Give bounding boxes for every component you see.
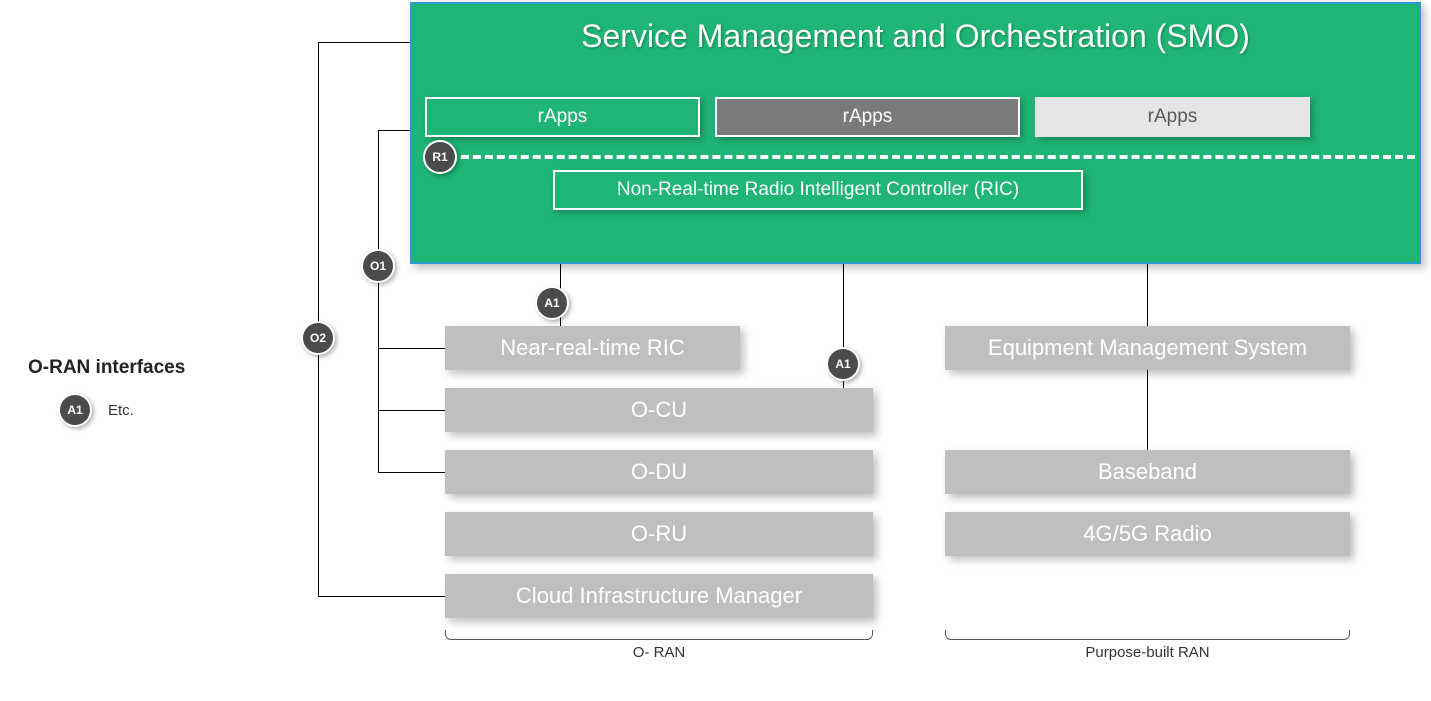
fn-o-cu: O-CU xyxy=(445,388,873,432)
fn-o-du: O-DU xyxy=(445,450,873,494)
line-o1-vertical xyxy=(378,130,379,472)
badge-label: A1 xyxy=(835,357,850,371)
badge-a1-left: A1 xyxy=(535,286,569,320)
fn-4g5g-radio: 4G/5G Radio xyxy=(945,512,1350,556)
fn-label: Equipment Management System xyxy=(988,335,1307,361)
badge-r1: R1 xyxy=(423,140,457,174)
fn-label: Baseband xyxy=(1098,459,1197,485)
line-o1-top xyxy=(378,130,410,131)
fn-label: O-RU xyxy=(631,521,687,547)
rapps-box-3: rApps xyxy=(1035,97,1310,137)
badge-label: O2 xyxy=(310,331,326,345)
line-o1-h1 xyxy=(378,348,445,349)
bracket-purpose-label: Purpose-built RAN xyxy=(945,644,1350,661)
line-ems-down xyxy=(1147,370,1148,450)
diagram-canvas: Service Management and Orchestration (SM… xyxy=(0,0,1431,701)
nonrt-ric-label: Non-Real-time Radio Intelligent Controll… xyxy=(617,179,1019,201)
fn-o-ru: O-RU xyxy=(445,512,873,556)
rapps-box-1: rApps xyxy=(425,97,700,137)
rapps-box-2: rApps xyxy=(715,97,1020,137)
fn-ems: Equipment Management System xyxy=(945,326,1350,370)
badge-label: A1 xyxy=(544,296,559,310)
legend-title: O-RAN interfaces xyxy=(28,357,185,379)
nonrt-ric-box: Non-Real-time Radio Intelligent Controll… xyxy=(553,170,1083,210)
rapps-label: rApps xyxy=(1148,106,1198,128)
badge-label: A1 xyxy=(67,403,82,417)
badge-label: O1 xyxy=(370,259,386,273)
rapps-label: rApps xyxy=(538,106,588,128)
badge-a1-mid: A1 xyxy=(826,347,860,381)
rapps-label: rApps xyxy=(843,106,893,128)
bracket-oran-label: O- RAN xyxy=(445,644,873,661)
line-o1-h3 xyxy=(378,472,445,473)
fn-label: O-DU xyxy=(631,459,687,485)
line-o2-vertical xyxy=(318,42,319,596)
line-o1-h2 xyxy=(378,410,445,411)
bracket-purpose xyxy=(945,630,1350,640)
fn-label: O-CU xyxy=(631,397,687,423)
legend-etc: Etc. xyxy=(108,402,134,419)
fn-cloud-infra-mgr: Cloud Infrastructure Manager xyxy=(445,574,873,618)
line-o2-bottom xyxy=(318,596,445,597)
fn-label: 4G/5G Radio xyxy=(1083,521,1211,547)
line-o2-top xyxy=(318,42,410,43)
badge-label: R1 xyxy=(432,150,447,164)
badge-a1-legend: A1 xyxy=(58,393,92,427)
fn-label: Near-real-time RIC xyxy=(500,335,685,361)
fn-label: Cloud Infrastructure Manager xyxy=(516,583,802,609)
badge-o2: O2 xyxy=(301,321,335,355)
bracket-oran xyxy=(445,630,873,640)
fn-baseband: Baseband xyxy=(945,450,1350,494)
r1-dashed-line xyxy=(425,155,1415,159)
smo-title: Service Management and Orchestration (SM… xyxy=(412,18,1419,55)
line-ems xyxy=(1147,264,1148,326)
badge-o1: O1 xyxy=(361,249,395,283)
fn-near-rt-ric: Near-real-time RIC xyxy=(445,326,740,370)
